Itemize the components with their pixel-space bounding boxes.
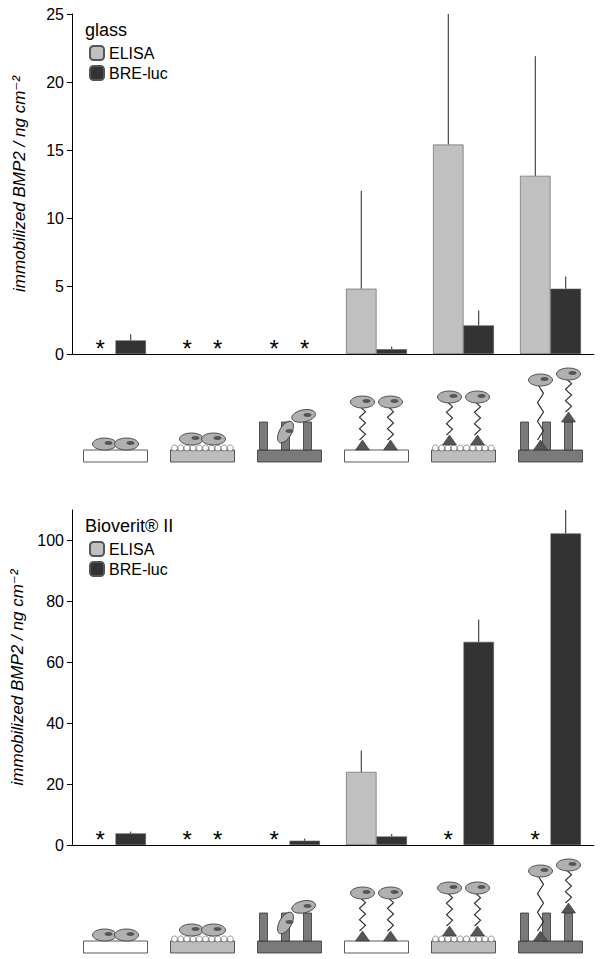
svg-text:*: * <box>444 826 453 853</box>
svg-text:0: 0 <box>55 837 64 854</box>
svg-text:ELISA: ELISA <box>109 45 155 62</box>
svg-text:glass: glass <box>85 20 127 40</box>
svg-text:*: * <box>183 826 192 853</box>
svg-text:*: * <box>531 826 540 853</box>
svg-text:20: 20 <box>46 74 64 91</box>
svg-text:15: 15 <box>46 142 64 159</box>
svg-text:immobilized BMP2 / ng cm⁻²: immobilized BMP2 / ng cm⁻² <box>10 75 29 292</box>
svg-text:*: * <box>96 826 105 853</box>
svg-text:60: 60 <box>46 654 64 671</box>
svg-text:0: 0 <box>55 346 64 363</box>
svg-text:100: 100 <box>37 532 64 549</box>
svg-text:80: 80 <box>46 593 64 610</box>
svg-text:*: * <box>270 335 279 362</box>
svg-text:5: 5 <box>55 278 64 295</box>
svg-text:40: 40 <box>46 715 64 732</box>
svg-text:20: 20 <box>46 776 64 793</box>
svg-text:*: * <box>213 826 222 853</box>
svg-text:*: * <box>213 335 222 362</box>
svg-text:25: 25 <box>46 6 64 23</box>
svg-text:BRE-luc: BRE-luc <box>109 561 168 578</box>
svg-text:*: * <box>300 335 309 362</box>
svg-text:Bioverit® II: Bioverit® II <box>85 516 173 536</box>
svg-text:10: 10 <box>46 210 64 227</box>
svg-text:ELISA: ELISA <box>109 541 155 558</box>
svg-text:*: * <box>183 335 192 362</box>
svg-text:BRE-luc: BRE-luc <box>109 65 168 82</box>
svg-text:*: * <box>96 335 105 362</box>
svg-text:*: * <box>270 826 279 853</box>
svg-text:immobilized BMP2 / ng cm⁻²: immobilized BMP2 / ng cm⁻² <box>8 568 27 785</box>
